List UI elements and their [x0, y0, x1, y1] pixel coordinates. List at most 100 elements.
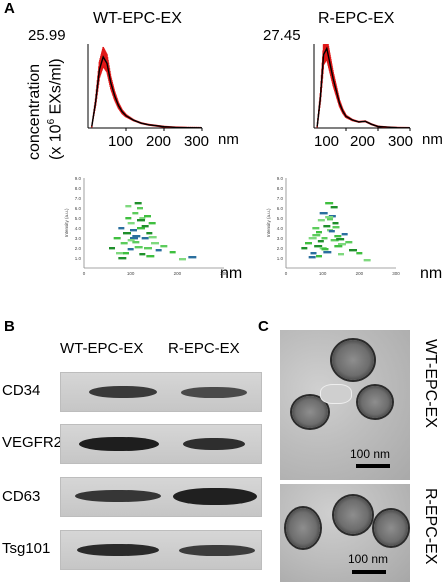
band [179, 545, 255, 556]
plot-2-ymax: 27.45 [263, 27, 301, 44]
scatter-point [151, 242, 159, 245]
vesicle [332, 340, 374, 380]
scatter-point [118, 227, 125, 230]
blot-vegfr2 [60, 424, 262, 464]
y-tick-label: 3.0 [75, 236, 82, 241]
vesicle [358, 386, 392, 418]
membrane-fragment [320, 384, 352, 404]
x-tick-label: 300 [220, 271, 228, 275]
x-tick-label: 300 [392, 271, 400, 275]
scatter-point [305, 242, 312, 245]
scatter-point [118, 257, 127, 260]
y-tick-label: 6.0 [75, 206, 82, 211]
scatter-point [141, 237, 149, 240]
y-tick-label: 7.0 [75, 196, 82, 201]
scatter-plot-wt: 1.0 2.0 3.0 4.0 5.0 6.0 7.0 8.0 9.0 0 100 200 300 Int… [64, 176, 228, 275]
vesicle [286, 508, 320, 548]
scatter-point [148, 236, 157, 239]
plot-2-x-unit: nm [422, 131, 443, 148]
scatter-point [125, 205, 132, 208]
scatter-point [137, 207, 143, 210]
panel-b-label: B [4, 318, 15, 335]
scatter-point [144, 215, 151, 218]
scatter-point [123, 232, 131, 235]
x-tick-label: 0 [83, 271, 86, 275]
scatter-point [312, 227, 320, 230]
y-tick-label: 4.0 [75, 226, 82, 231]
scalebar-label-r: 100 nm [348, 552, 389, 566]
scatter-point [155, 249, 162, 252]
y-tick-label: 5.0 [277, 216, 284, 221]
scatter-point [160, 245, 168, 248]
panel-c-label: C [258, 318, 269, 335]
plot-1-xtick-100: 100 [108, 133, 134, 150]
scatter-plot-r: 1.0 2.0 3.0 4.0 5.0 6.0 7.0 8.0 9.0 0 100 200 300 Int… [266, 176, 400, 275]
nta-plot-r [313, 44, 411, 131]
scatter-point [139, 253, 146, 256]
scatter-point [316, 231, 322, 234]
y-tick-label: 2.0 [75, 246, 82, 251]
plot-1-xtick-300: 300 [184, 133, 210, 150]
plot-2-xtick-300: 300 [388, 133, 414, 150]
scatter-point [363, 259, 371, 262]
scatter-point [116, 252, 124, 255]
scatter-point [132, 212, 139, 215]
scatter-point [127, 239, 135, 242]
scalebar-label-wt: 100 nm [350, 447, 391, 461]
band [173, 488, 257, 505]
scatter-point [338, 243, 346, 246]
y-tick-label: 8.0 [75, 186, 82, 191]
scatter-point [301, 247, 308, 250]
vesicle [334, 496, 372, 534]
wb-col-r: R-EPC-EX [168, 340, 240, 357]
y-tick-label: 4.0 [277, 226, 284, 231]
scatter-point [332, 222, 339, 225]
scatter-point [327, 218, 333, 221]
scatter-point [125, 217, 132, 220]
plot-1-ymax: 25.99 [28, 27, 66, 44]
scatter-point [120, 242, 128, 245]
scatter-point [130, 229, 137, 232]
blot-cd63 [60, 477, 262, 517]
wb-row-cd34: CD34 [2, 382, 41, 399]
scatter-point [127, 248, 134, 251]
y-tick-label: 6.0 [277, 206, 284, 211]
y-tick-label: 8.0 [277, 186, 284, 191]
tem-label-r: R-EPC-EX [422, 488, 439, 565]
y-axis-label-line1: concentration [26, 63, 43, 160]
scatter-point [137, 227, 145, 230]
scatter-point [328, 230, 335, 233]
scatter-point [179, 258, 186, 261]
scatter-point [127, 222, 135, 225]
y-axis-label: Intensity (a.u.) [64, 208, 69, 237]
panel-a-label: A [4, 0, 15, 17]
scatter-point [144, 247, 152, 250]
wb-row-tsg101: Tsg101 [2, 540, 51, 557]
scatter-point [310, 252, 317, 255]
plot-1-xtick-200: 200 [146, 133, 172, 150]
tem-image-wt: 100 nm [280, 330, 410, 480]
x-tick-label: 200 [174, 271, 182, 275]
scatter-point [338, 253, 344, 256]
vesicle [292, 396, 328, 428]
band [77, 544, 159, 556]
y-axis-label: Intensity (a.u.) [266, 208, 271, 237]
scatter-point [325, 202, 334, 205]
band [89, 386, 157, 398]
y-tick-label: 1.0 [277, 256, 284, 261]
x-tick-label: 0 [285, 271, 288, 275]
blot-cd34 [60, 372, 262, 412]
scatter-point [130, 237, 138, 240]
band [181, 387, 247, 398]
y-tick-label: 7.0 [277, 196, 284, 201]
wb-row-vegfr2: VEGFR2 [2, 434, 63, 451]
scatter-point [314, 245, 323, 248]
scatter-point [312, 234, 321, 237]
scatter-point [321, 248, 329, 251]
y-axis-label-line2: (x 106 EXs/ml) [46, 58, 65, 160]
tem-label-wt: WT-EPC-EX [422, 339, 439, 428]
scatter-point [317, 240, 324, 243]
y-tick-label: 9.0 [75, 176, 82, 181]
scatter-2-x-unit: nm [420, 265, 443, 282]
